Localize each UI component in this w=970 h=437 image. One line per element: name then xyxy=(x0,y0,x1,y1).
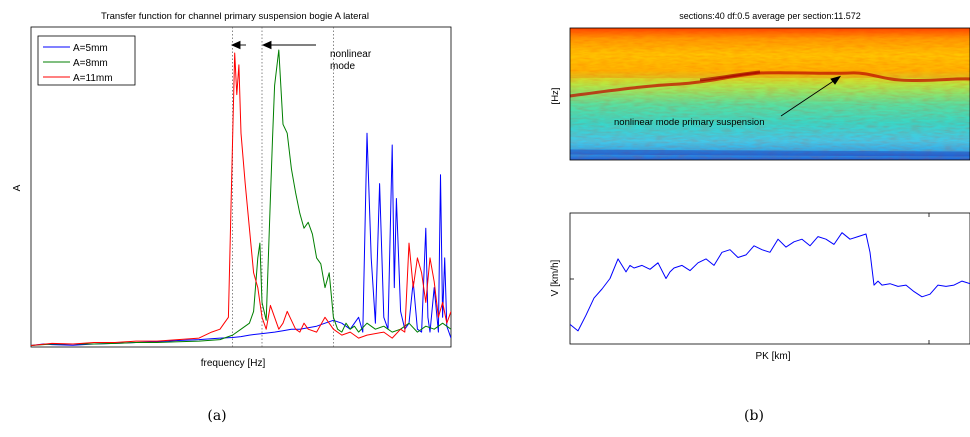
annotation-arrow-b xyxy=(780,75,842,117)
caption-b: (b) xyxy=(744,408,764,424)
chart-b-ylabel: [Hz] xyxy=(550,88,561,105)
chart-b-annotation: nonlinear mode primary suspension xyxy=(614,117,765,128)
legend-label-8mm: A=8mm xyxy=(73,58,108,69)
chart-c-series-0 xyxy=(570,232,970,332)
chart-a-xlabel: frequency [Hz] xyxy=(201,358,266,369)
chart-a-title: Transfer function for channel primary su… xyxy=(101,11,369,22)
caption-a: (a) xyxy=(207,408,226,424)
chart-b-title: sections:40 df:0.5 average per section:1… xyxy=(679,11,860,21)
chart-a-ylabel: A xyxy=(12,184,23,191)
nonlinear-mode-ridge xyxy=(569,71,970,98)
chart-a-annotation-line1: nonlinear xyxy=(330,49,372,60)
chart-a-series-2 xyxy=(31,52,451,346)
chart-b-axes xyxy=(569,27,970,161)
chart-c-axes xyxy=(569,212,970,345)
spectrogram xyxy=(569,28,970,160)
chart-c-ylabel: V [km/h] xyxy=(550,259,561,296)
chart-c-xlabel: PK [km] xyxy=(755,351,790,362)
nonlinear-mode-arrows xyxy=(230,40,316,50)
chart-a-annotation-line2: mode xyxy=(330,61,355,72)
legend-label-5mm: A=5mm xyxy=(73,43,108,54)
chart-a-series-0 xyxy=(31,132,451,346)
chart-a-legend: A=5mm A=8mm A=11mm xyxy=(37,35,136,86)
chart-a-series-1 xyxy=(31,49,451,346)
legend-label-11mm: A=11mm xyxy=(73,73,113,84)
